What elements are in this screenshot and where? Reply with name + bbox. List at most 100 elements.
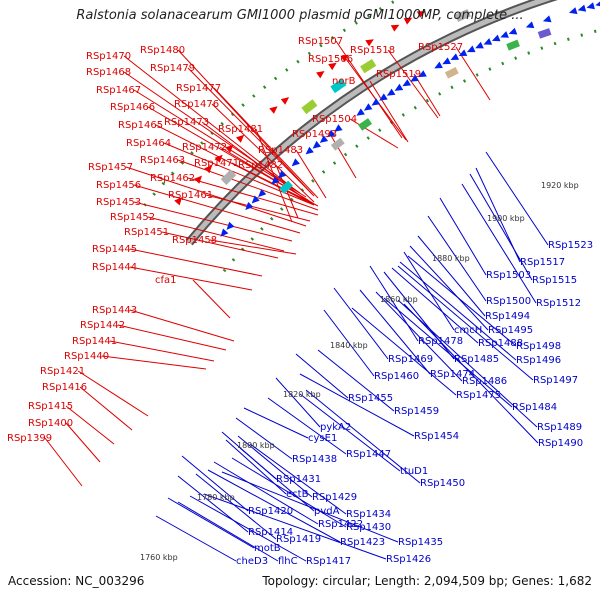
leader-line-forward	[209, 239, 297, 255]
gene-label-reverse: RSp1454	[414, 431, 459, 442]
leader-line-reverse	[207, 469, 341, 543]
leader-line-forward	[163, 142, 315, 206]
forward-gene-arrow	[194, 175, 202, 184]
leader-line-forward	[192, 279, 231, 319]
reverse-gene-arrow	[356, 108, 365, 116]
reverse-gene-arrow	[258, 189, 267, 198]
reverse-gene-arrow	[220, 228, 229, 237]
reverse-gene-arrow	[569, 7, 578, 15]
gene-label-forward: RSp1443	[92, 305, 137, 316]
forward-gene-arrow	[269, 106, 278, 114]
map-title: Ralstonia solanacearum GMI1000 plasmid p…	[76, 8, 524, 23]
gene-label-forward: RSp1504	[312, 114, 357, 125]
gene-label-reverse: RSp1475	[456, 390, 501, 401]
gene-label-reverse: pykA2	[320, 422, 351, 433]
leader-line-reverse	[267, 397, 347, 455]
gene-label-reverse: RSp1417	[306, 556, 351, 567]
gene-label-reverse: RSp1490	[538, 438, 583, 449]
gene-label-forward: RSp1470	[86, 51, 131, 62]
label-leader-lines	[44, 40, 549, 562]
gene-label-forward: RSp1416	[42, 382, 87, 393]
gene-label-forward: RSp1506	[308, 54, 353, 65]
leader-line-reverse	[383, 297, 513, 408]
leader-line-forward	[211, 103, 315, 203]
leader-line-reverse	[397, 265, 534, 381]
reverse-gene-arrow	[577, 4, 587, 12]
gene-label-forward: RSp1493	[292, 129, 337, 140]
leader-line-reverse	[203, 493, 387, 560]
kbp-tick-label: 1780 kbp	[197, 493, 235, 502]
reverse-gene-arrow	[475, 41, 484, 49]
gene-labels: RSp1399 RSp1400 RSp1415 RSp1416 RSp1421 RSp14…	[7, 36, 593, 567]
leader-line-forward	[125, 166, 307, 227]
gene-label-forward: RSp1451	[124, 227, 169, 238]
gene-label-reverse: cheD3	[236, 556, 268, 567]
leader-line-reverse	[305, 389, 421, 484]
gene-label-reverse: RSp1503	[486, 270, 531, 281]
gene-label-reverse: RSp1495	[488, 325, 533, 336]
leader-line-reverse	[409, 245, 489, 331]
reverse-gene-arrow	[500, 31, 509, 38]
reverse-gene-arrow	[394, 83, 404, 91]
reverse-gene-arrow	[319, 135, 329, 143]
backbone-arcs	[185, 0, 559, 246]
feature-block	[279, 180, 293, 194]
gene-label-reverse: RSp1430	[346, 522, 391, 533]
forward-gene-arrow	[214, 154, 223, 163]
forward-gene-arrow	[316, 71, 325, 79]
gene-label-reverse: RSp1455	[348, 393, 393, 404]
leader-line-reverse	[235, 417, 293, 460]
gene-label-forward: RSp1456	[96, 180, 141, 191]
gene-label-forward: RSp1467	[96, 85, 141, 96]
leader-line-forward	[133, 89, 307, 198]
reverse-gene-arrow	[379, 93, 388, 101]
gene-label-forward: RSp1461	[168, 190, 213, 201]
feature-block	[444, 66, 459, 79]
gene-label-reverse: RSp1523	[548, 240, 593, 251]
reverse-gene-arrow	[491, 34, 501, 42]
gene-label-reverse: cmcH	[454, 325, 482, 336]
leader-line-forward	[123, 71, 301, 194]
leader-line-forward	[413, 73, 441, 117]
gene-label-reverse: RSp1515	[532, 275, 577, 286]
feature-block	[360, 58, 377, 74]
feature-block	[301, 99, 318, 115]
backbone-inner	[187, 0, 552, 245]
leader-line-forward	[77, 370, 149, 417]
gene-label-forward: RSp1481	[218, 124, 263, 135]
leader-line-forward	[109, 340, 215, 362]
reverse-gene-arrow	[334, 124, 343, 132]
gene-label-forward: RSp1483	[258, 145, 303, 156]
leader-line-forward	[201, 121, 311, 204]
forward-gene-arrow	[365, 39, 374, 47]
gene-label-reverse: RSp1512	[536, 298, 581, 309]
leader-line-forward	[255, 128, 293, 223]
kbp-ticks: 1760 kbp 1780 kbp 1800 kbp 1820 kbp 1840 kbp…	[140, 181, 579, 562]
leader-line-reverse	[485, 151, 549, 246]
leader-line-reverse	[439, 197, 487, 276]
gene-label-forward: RSp1452	[110, 212, 155, 223]
leader-line-reverse	[407, 255, 517, 347]
leader-line-forward	[187, 67, 315, 197]
leader-line-forward	[44, 437, 83, 487]
leader-line-forward	[129, 266, 253, 291]
reverse-gene-arrow	[371, 98, 380, 106]
reverse-gene-arrow	[434, 61, 443, 69]
gene-label-reverse: RSp1420	[248, 506, 293, 517]
dotted-tracks	[143, 0, 600, 273]
forward-gene-arrow	[236, 134, 245, 143]
leader-line-forward	[133, 201, 293, 242]
reverse-gene-arrow	[312, 140, 321, 149]
gene-label-forward: RSp1480	[140, 45, 185, 56]
gene-label-reverse: RSp1459	[394, 406, 439, 417]
leader-line-forward	[349, 118, 399, 149]
gene-features	[174, 1, 600, 237]
forward-gene-arrow	[328, 62, 337, 71]
leader-line-forward	[161, 231, 279, 259]
gene-label-reverse: ectB	[286, 489, 309, 500]
gene-label-reverse: RSp1497	[533, 375, 578, 386]
reverse-gene-arrow	[271, 176, 280, 185]
leader-line-reverse	[189, 495, 307, 562]
leader-line-reverse	[177, 501, 279, 562]
feature-block	[537, 28, 552, 39]
